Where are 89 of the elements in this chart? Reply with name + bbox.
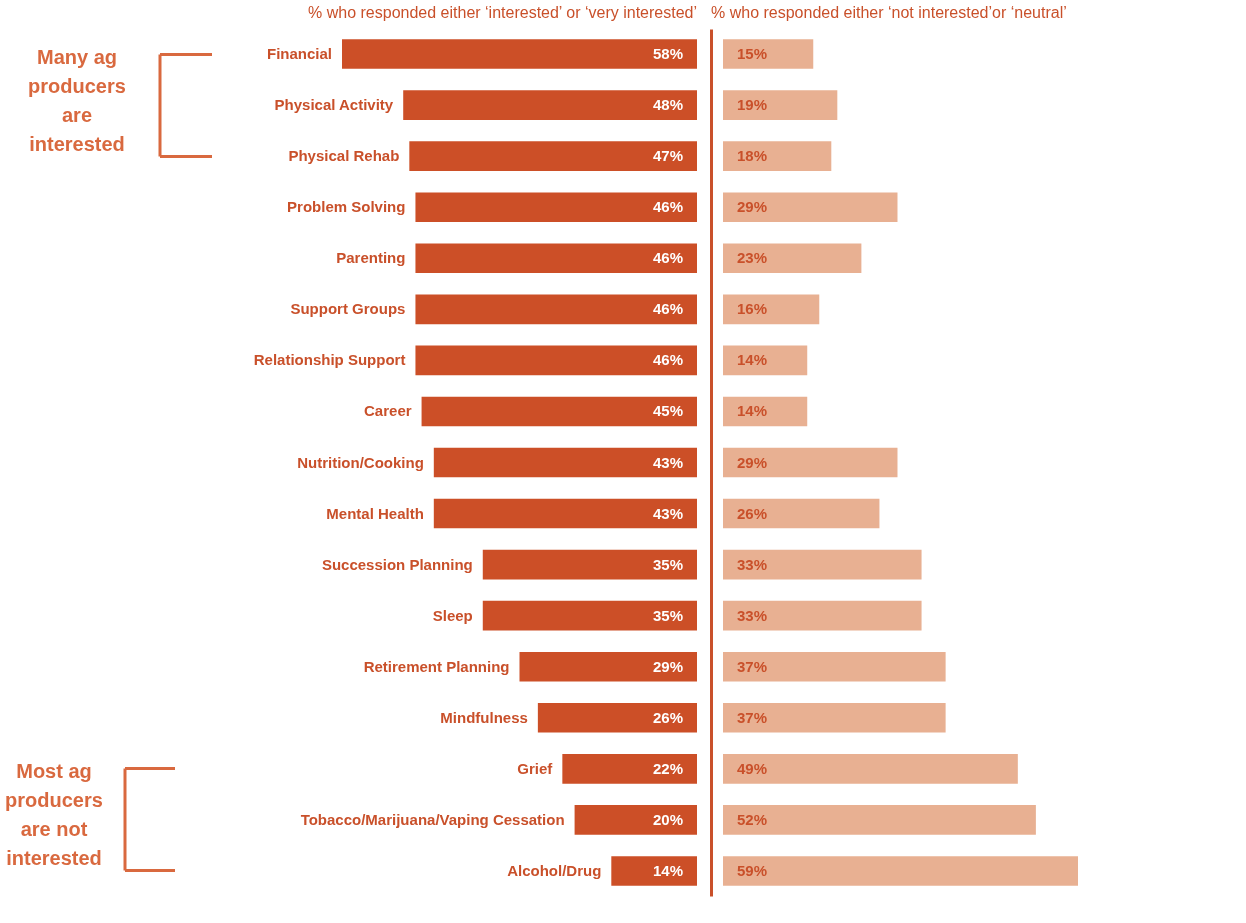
y-tick-label: Succession Planning (321, 555, 473, 573)
text: Most ag producers are not interested (5, 759, 103, 869)
data-label: 37% (737, 708, 768, 726)
bar (723, 651, 946, 682)
bar (723, 192, 898, 223)
data-label: 14% (652, 861, 683, 879)
data-label: 18% (737, 147, 768, 165)
data-label: 46% (652, 249, 683, 267)
bar (415, 192, 697, 223)
data-label: 35% (652, 555, 683, 573)
chart-title: % who responded either ‘interested’ or ‘very interested’ (308, 4, 697, 21)
bar (403, 90, 697, 120)
data-label: 26% (737, 504, 768, 522)
bar (562, 754, 697, 784)
data-label: 29% (737, 198, 768, 216)
data-label: 33% (737, 606, 768, 624)
y-tick-label: Retirement Planning (363, 657, 510, 675)
data-label: 23% (737, 249, 768, 267)
data-label: 48% (652, 96, 683, 114)
bar (723, 549, 922, 580)
bar (723, 600, 922, 631)
bar (723, 754, 1018, 784)
data-label: 26% (652, 708, 683, 726)
data-label: 43% (652, 453, 683, 471)
bar (433, 498, 697, 529)
data-label: 14% (737, 351, 768, 369)
bar (723, 39, 814, 69)
y-tick-label: Tobacco/Marijuana/Vaping Cessation (300, 810, 565, 828)
bar (723, 805, 1036, 835)
bar (421, 396, 697, 427)
y-tick-label: Alcohol/Drug (507, 861, 602, 879)
data-label: 43% (652, 504, 683, 522)
data-label: 22% (652, 759, 683, 777)
y-tick-label: Nutrition/Cooking (297, 453, 424, 471)
data-label: 59% (737, 861, 768, 879)
y-tick-label: Parenting (336, 249, 406, 267)
y-tick-label: Mental Health (326, 504, 424, 522)
bar (723, 856, 1078, 886)
bar (519, 651, 697, 682)
data-label: 52% (737, 810, 768, 828)
data-label: 16% (737, 300, 768, 318)
bar (723, 447, 898, 478)
text: Many ag producers are interested (28, 45, 126, 155)
bar (723, 396, 808, 427)
data-label: 35% (652, 606, 683, 624)
bar (537, 702, 697, 733)
bar (723, 90, 838, 120)
bar (574, 805, 697, 835)
data-label: 58% (652, 45, 683, 63)
bar (723, 243, 862, 274)
data-label: 46% (652, 198, 683, 216)
data-label: 45% (652, 402, 683, 420)
y-tick-label: Mindfulness (440, 708, 528, 726)
bar (723, 141, 832, 171)
bar (482, 549, 697, 580)
bar (433, 447, 697, 478)
data-label: 29% (652, 657, 683, 675)
data-label: 46% (652, 300, 683, 318)
y-tick-label: Sleep (432, 606, 473, 624)
chart-title: % who responded either ‘not interested’or ‘neutral’ (711, 4, 1067, 21)
y-tick-label: Relationship Support (253, 351, 406, 369)
data-label: 15% (737, 45, 768, 63)
bar (611, 856, 697, 886)
y-tick-label: Physical Rehab (288, 147, 400, 165)
y-tick-label: Physical Activity (274, 96, 394, 114)
data-label: 19% (737, 96, 768, 114)
y-tick-label: Financial (266, 45, 332, 63)
bar (723, 294, 820, 325)
bar (723, 498, 880, 529)
bar (723, 702, 946, 733)
bar (723, 345, 808, 376)
y-tick-label: Problem Solving (287, 198, 406, 216)
bar (409, 141, 697, 171)
bar (415, 294, 697, 325)
data-label: 33% (737, 555, 768, 573)
data-label: 37% (737, 657, 768, 675)
data-label: 49% (737, 759, 768, 777)
bar (482, 600, 697, 631)
data-label: 46% (652, 351, 683, 369)
y-tick-label: Support Groups (290, 300, 406, 318)
bar (415, 345, 697, 376)
data-label: 29% (737, 453, 768, 471)
y-tick-label: Grief (517, 759, 554, 777)
y-tick-label: Career (364, 402, 412, 420)
bar (415, 243, 697, 274)
data-label: 20% (652, 810, 683, 828)
bar (342, 39, 697, 69)
data-label: 14% (737, 402, 768, 420)
data-label: 47% (652, 147, 683, 165)
